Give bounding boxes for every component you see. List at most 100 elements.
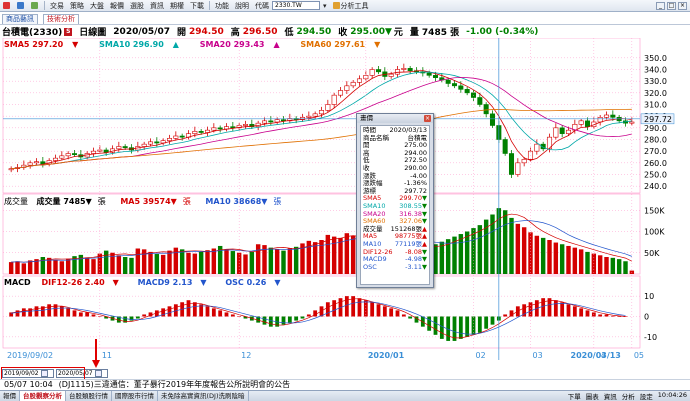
- close-label: 收: [338, 28, 348, 38]
- popup-row-value: 98775張: [394, 232, 422, 241]
- volume-bar: [559, 244, 565, 274]
- close-icon[interactable]: ×: [678, 1, 687, 10]
- menu-screener[interactable]: 選股: [127, 1, 147, 11]
- osc-bar: [433, 316, 438, 335]
- bottom-tab-tw-analysis[interactable]: 台股觀察分析: [20, 391, 66, 401]
- osc-bar: [617, 316, 622, 317]
- candle-body: [388, 73, 394, 77]
- osc-bar: [300, 316, 305, 319]
- tab-product-info[interactable]: 商品藝訊: [2, 14, 38, 24]
- menu-info[interactable]: 資訊: [147, 1, 167, 11]
- candle-body: [52, 157, 59, 161]
- volume-bar: [528, 232, 533, 274]
- volume-bar: [274, 249, 280, 274]
- osc-bar: [414, 316, 419, 323]
- bottom-tab-intl-market[interactable]: 國際股市行情: [112, 391, 158, 401]
- quote-detail-popup[interactable]: 畫價 × 時間 2020/03/13 商品名稱 台積電開 275.00 高 294.00 低 2…: [356, 113, 434, 288]
- code-input[interactable]: [272, 1, 320, 10]
- volume-bar: [509, 217, 514, 274]
- candle-body: [540, 143, 546, 150]
- bottom-tab-tw-sector[interactable]: 台股類股行情: [66, 391, 112, 401]
- menu-market[interactable]: 大盤: [87, 1, 107, 11]
- candle-body: [565, 129, 572, 134]
- price-tick-label: 270.0: [644, 147, 667, 156]
- up-arrow-icon: ▲: [422, 224, 427, 233]
- volume-bar: [566, 245, 571, 274]
- calendar-icon[interactable]: [94, 370, 102, 377]
- popup-row: MA5 98775張 ▲: [363, 233, 427, 241]
- volume-legend-suffix: 張: [97, 197, 106, 206]
- vol-ma10-legend-label: MA10 38668: [205, 197, 262, 206]
- osc-bar: [192, 302, 197, 317]
- bottom-chart-button[interactable]: 圖表: [585, 393, 599, 401]
- popup-row: 收 290.00: [363, 164, 427, 173]
- candle-body: [141, 143, 147, 147]
- tab-technical-analysis[interactable]: 技術分析: [43, 14, 79, 24]
- minimize-icon[interactable]: _: [656, 1, 665, 10]
- popup-row: 低 272.50: [363, 157, 427, 165]
- candle-body: [268, 120, 274, 123]
- news-ticker[interactable]: 05/07 10:04 (DJ1115)三違通信：董子暴行2019年年度報告公所說…: [0, 379, 690, 390]
- osc-bar: [268, 316, 273, 327]
- volume-bar: [477, 225, 483, 274]
- bottom-tab-quote[interactable]: 報價: [0, 391, 20, 401]
- volume-tick-label: 50K: [644, 249, 660, 258]
- osc-bar: [199, 304, 204, 317]
- menu-trade[interactable]: 交易: [47, 1, 67, 11]
- menu-download[interactable]: 下載: [187, 1, 207, 11]
- candle-body: [274, 119, 280, 123]
- start-date-field[interactable]: 2019/09/02: [2, 369, 54, 378]
- popup-titlebar[interactable]: 畫價 ×: [357, 114, 433, 123]
- osc-bar: [503, 314, 508, 317]
- candle-body: [217, 127, 223, 130]
- macd9-legend: MACD9 2.13 ▼: [138, 278, 215, 287]
- candle-body: [249, 124, 255, 127]
- open-label: 開: [176, 28, 186, 38]
- bottom-analysis-button[interactable]: 分析: [621, 393, 635, 401]
- osc-bar: [325, 302, 330, 317]
- toolbar-grid-icon[interactable]: [28, 2, 42, 9]
- bottom-settings-button[interactable]: 設定: [639, 393, 653, 401]
- volume-bar: [135, 248, 141, 274]
- news-headline[interactable]: (DJ1115)三違通信：董子暴行2019年年度報告公所說明會的公告: [58, 380, 291, 389]
- volume-bar: [255, 244, 261, 274]
- menu-options[interactable]: 期權: [167, 1, 187, 11]
- popup-row: 漲跌幅 -1.36%: [363, 180, 427, 188]
- bottom-order-button[interactable]: 下單: [567, 393, 581, 401]
- analysis-tools-button[interactable]: 分析工具: [330, 1, 372, 11]
- popup-row-value: 308.55: [399, 201, 422, 210]
- popup-row-key: DIF12-26: [363, 247, 393, 256]
- osc-bar: [572, 306, 577, 317]
- volume-arrow-icon: ▼: [85, 197, 92, 206]
- popup-row-value: 299.70: [399, 194, 422, 203]
- popup-row-key: 低: [363, 156, 370, 165]
- osc-bar: [104, 316, 109, 319]
- menu-function[interactable]: 功能: [212, 1, 232, 11]
- menu-market-label: 大盤: [90, 1, 104, 10]
- menu-quote[interactable]: 報價: [107, 1, 127, 11]
- popup-close-icon[interactable]: ×: [424, 115, 431, 122]
- time-tick-label: 02: [476, 351, 486, 360]
- menu-help[interactable]: 說明: [232, 1, 252, 11]
- menu-strategy[interactable]: 策略: [67, 1, 87, 11]
- time-tick-label: 2019/09/02: [7, 351, 53, 360]
- volume-value: 7485 張: [421, 28, 460, 38]
- popup-row-value: 151268張: [390, 224, 422, 233]
- toolbar-home-icon[interactable]: [0, 2, 14, 9]
- popup-row-key: SMA20: [363, 209, 386, 218]
- end-date-field[interactable]: 2020/05/07: [56, 369, 108, 378]
- bottom-info-button[interactable]: 資訊: [603, 393, 617, 401]
- bottom-tab-bar: 報價 台股觀察分析 台股類股行情 國際股市行情 未免除高實資訊(DJ)洗刷陰暗 …: [0, 390, 690, 401]
- candle-body: [426, 72, 432, 76]
- popup-row-value: 297.72: [404, 186, 427, 195]
- dif-legend-label: DIF12-26 2.40: [41, 278, 105, 287]
- analysis-tools-label: 分析工具: [340, 1, 369, 10]
- macd-tick-label: 0: [644, 313, 649, 322]
- dropdown-icon[interactable]: ▾: [323, 1, 327, 10]
- osc-bar: [408, 316, 413, 319]
- restore-icon[interactable]: □: [667, 1, 676, 10]
- toolbar-chart-icon[interactable]: [14, 2, 28, 9]
- volume-bar: [27, 260, 33, 274]
- bottom-tab-news[interactable]: 未免除高實資訊(DJ)洗刷陰暗: [158, 391, 249, 401]
- calendar-icon[interactable]: [40, 370, 48, 377]
